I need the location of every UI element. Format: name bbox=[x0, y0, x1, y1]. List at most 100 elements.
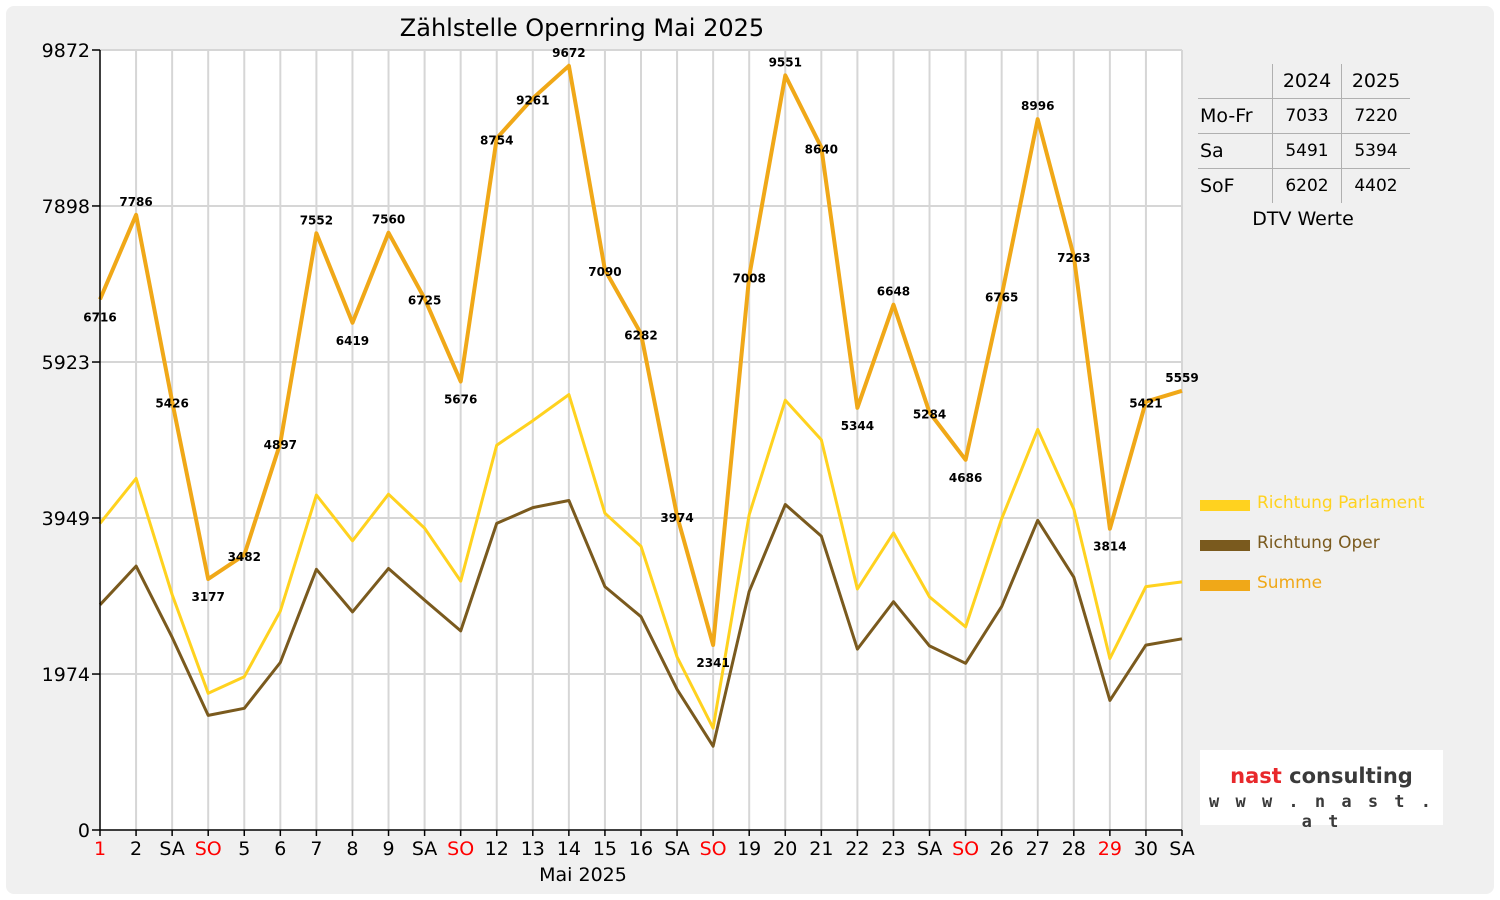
dtv-caption: DTV Werte bbox=[1252, 208, 1354, 230]
x-tick-label: SO bbox=[952, 838, 979, 860]
dtv-value-2025: 4402 bbox=[1341, 168, 1410, 203]
y-tick-label: 9872 bbox=[42, 40, 90, 62]
data-label: 6716 bbox=[83, 310, 116, 324]
x-tick-label: SO bbox=[447, 838, 474, 860]
x-axis-label: Mai 2025 bbox=[539, 864, 627, 886]
chart-title: Zählstelle Opernring Mai 2025 bbox=[399, 14, 765, 42]
dtv-header-row: 2024 2025 bbox=[1198, 64, 1410, 99]
x-tick-label: 15 bbox=[593, 838, 617, 860]
data-label: 3482 bbox=[228, 550, 261, 564]
legend-label-summe: Summe bbox=[1257, 573, 1323, 593]
data-label: 5676 bbox=[444, 393, 477, 407]
data-label: 5559 bbox=[1165, 371, 1198, 385]
dtv-header-2024: 2024 bbox=[1272, 64, 1342, 99]
dtv-value-2024: 6202 bbox=[1272, 168, 1342, 203]
x-tick-label: 22 bbox=[845, 838, 869, 860]
data-label: 7090 bbox=[588, 265, 621, 279]
dtv-row-label: SoF bbox=[1198, 168, 1273, 203]
dtv-table: 2024 2025 Mo-Fr 7033 7220 Sa 5491 5394 S… bbox=[1198, 64, 1410, 203]
y-tick-label: 7898 bbox=[42, 196, 90, 218]
data-label: 8640 bbox=[805, 142, 838, 156]
x-tick-label: 21 bbox=[809, 838, 833, 860]
series-line-2 bbox=[98, 63, 1183, 647]
y-tick-label: 3949 bbox=[42, 508, 90, 530]
x-tick-label: 13 bbox=[521, 838, 545, 860]
data-label: 7263 bbox=[1057, 251, 1090, 265]
x-tick-label: 14 bbox=[557, 838, 581, 860]
data-label: 8754 bbox=[480, 133, 513, 147]
dtv-row-mofr: Mo-Fr 7033 7220 bbox=[1198, 98, 1410, 134]
dtv-value-2024: 7033 bbox=[1272, 98, 1342, 134]
data-label: 7786 bbox=[119, 195, 152, 209]
data-label: 7008 bbox=[732, 271, 765, 285]
x-tick-label: 16 bbox=[629, 838, 653, 860]
data-label: 9672 bbox=[552, 46, 585, 60]
data-label: 8996 bbox=[1021, 99, 1054, 113]
legend-swatch-parlament bbox=[1200, 500, 1250, 511]
x-tick-label: 26 bbox=[990, 838, 1014, 860]
x-tick-label: SA bbox=[917, 838, 942, 860]
x-tick-label: 23 bbox=[881, 838, 905, 860]
x-tick-label: 6 bbox=[274, 838, 286, 860]
data-label: 6648 bbox=[877, 285, 910, 299]
x-tick-label: 12 bbox=[485, 838, 509, 860]
y-tick-label: 0 bbox=[78, 820, 90, 842]
data-label: 5421 bbox=[1129, 397, 1162, 411]
x-tick-label: 29 bbox=[1098, 838, 1122, 860]
data-label: 4686 bbox=[949, 471, 982, 485]
x-tick-label: 5 bbox=[238, 838, 250, 860]
series-lines bbox=[98, 63, 1183, 748]
data-label: 7560 bbox=[372, 213, 405, 227]
x-tick-label: 28 bbox=[1062, 838, 1086, 860]
dtv-value-2024: 5491 bbox=[1272, 133, 1342, 169]
logo-word-consulting: consulting bbox=[1289, 764, 1413, 788]
x-tick-label: SA bbox=[412, 838, 437, 860]
data-labels: 6716 7786 5426 3177 3482 4897 7552 6419 7560 6725… bbox=[83, 46, 1198, 670]
legend-swatch-summe bbox=[1200, 580, 1250, 591]
data-label: 3974 bbox=[660, 511, 693, 525]
x-tick-label: 19 bbox=[737, 838, 761, 860]
data-label: 3177 bbox=[191, 590, 224, 604]
dtv-header-empty bbox=[1198, 64, 1273, 99]
series-line-1 bbox=[98, 499, 1183, 748]
x-tick-label: 9 bbox=[382, 838, 394, 860]
dtv-value-2025: 7220 bbox=[1341, 98, 1410, 134]
x-tick-label: 7 bbox=[310, 838, 322, 860]
data-label: 4897 bbox=[264, 438, 297, 452]
x-tick-label: 2 bbox=[130, 838, 142, 860]
data-label: 2341 bbox=[696, 656, 729, 670]
series-line-0 bbox=[98, 393, 1183, 730]
x-tick-label: 27 bbox=[1026, 838, 1050, 860]
y-tick-label: 1974 bbox=[42, 664, 90, 686]
x-tick-label: SO bbox=[195, 838, 222, 860]
x-tick-label: 1 bbox=[94, 838, 106, 860]
logo-url: w w w . n a s t . a t bbox=[1209, 792, 1434, 832]
dtv-value-2025: 5394 bbox=[1341, 133, 1410, 169]
data-label: 9551 bbox=[769, 55, 802, 69]
data-label: 6765 bbox=[985, 290, 1018, 304]
data-label: 5344 bbox=[841, 419, 874, 433]
data-label: 5284 bbox=[913, 408, 946, 422]
logo-word-nast: nast bbox=[1230, 764, 1282, 788]
x-tick-label: SO bbox=[700, 838, 727, 860]
data-label: 6282 bbox=[624, 329, 657, 343]
dtv-header-2025: 2025 bbox=[1351, 70, 1401, 92]
logo-wordmark: nast consulting bbox=[1200, 764, 1443, 788]
data-label: 9261 bbox=[516, 93, 549, 107]
nast-consulting-logo: nast consulting w w w . n a s t . a t bbox=[1200, 750, 1443, 832]
x-tick-label: SA bbox=[159, 838, 184, 860]
x-tick-label: SA bbox=[664, 838, 689, 860]
x-tick-label: 20 bbox=[773, 838, 797, 860]
data-label: 6725 bbox=[408, 294, 441, 308]
legend-label-oper: Richtung Oper bbox=[1257, 533, 1380, 553]
data-label: 6419 bbox=[336, 334, 369, 348]
dtv-row-label: Sa bbox=[1198, 133, 1273, 169]
y-tick-label: 5923 bbox=[42, 352, 90, 374]
data-label: 5426 bbox=[155, 396, 188, 410]
dtv-row-label: Mo-Fr bbox=[1198, 98, 1273, 134]
x-tick-label: SA bbox=[1169, 838, 1194, 860]
x-tick-label: 8 bbox=[346, 838, 358, 860]
legend-swatch-oper bbox=[1200, 540, 1250, 551]
